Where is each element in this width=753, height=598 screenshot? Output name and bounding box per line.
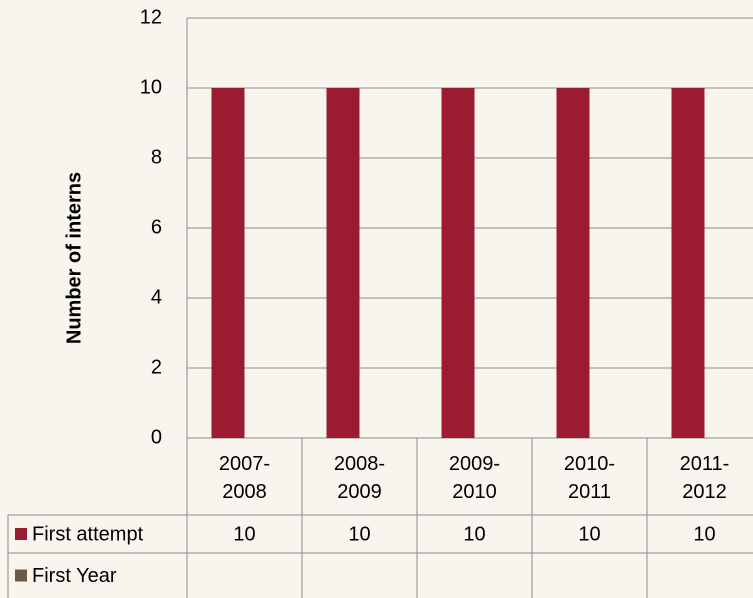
x-tick-label: 2009-2010 — [448, 453, 501, 503]
y-tick-label: 2 — [151, 356, 162, 378]
table-value: 10 — [233, 523, 255, 545]
x-tick-label: 2011-2012 — [679, 453, 730, 503]
table-value: 10 — [463, 523, 485, 545]
y-tick-label: 6 — [151, 216, 162, 238]
legend-swatch — [15, 528, 27, 540]
y-tick-label: 8 — [151, 146, 162, 168]
bar — [556, 88, 590, 438]
bar — [211, 88, 245, 438]
legend-label: First attempt — [32, 523, 144, 545]
x-tick-label: 2007-2008 — [218, 453, 271, 503]
y-tick-label: 0 — [151, 426, 162, 448]
x-tick-label: 2010-2011 — [563, 453, 616, 503]
table-value: 10 — [693, 523, 715, 545]
y-tick-label: 10 — [140, 76, 162, 98]
y-axis-label: Number of interns — [63, 172, 85, 344]
table-value: 10 — [348, 523, 370, 545]
legend-label: First Year — [32, 565, 117, 587]
table-value: 10 — [578, 523, 600, 545]
legend-swatch — [15, 569, 27, 582]
y-tick-label: 4 — [151, 286, 162, 308]
bar — [326, 88, 360, 438]
bar — [671, 88, 705, 438]
y-tick-label: 12 — [140, 6, 162, 28]
bar — [441, 88, 475, 438]
x-tick-label: 2008-2009 — [333, 453, 386, 503]
